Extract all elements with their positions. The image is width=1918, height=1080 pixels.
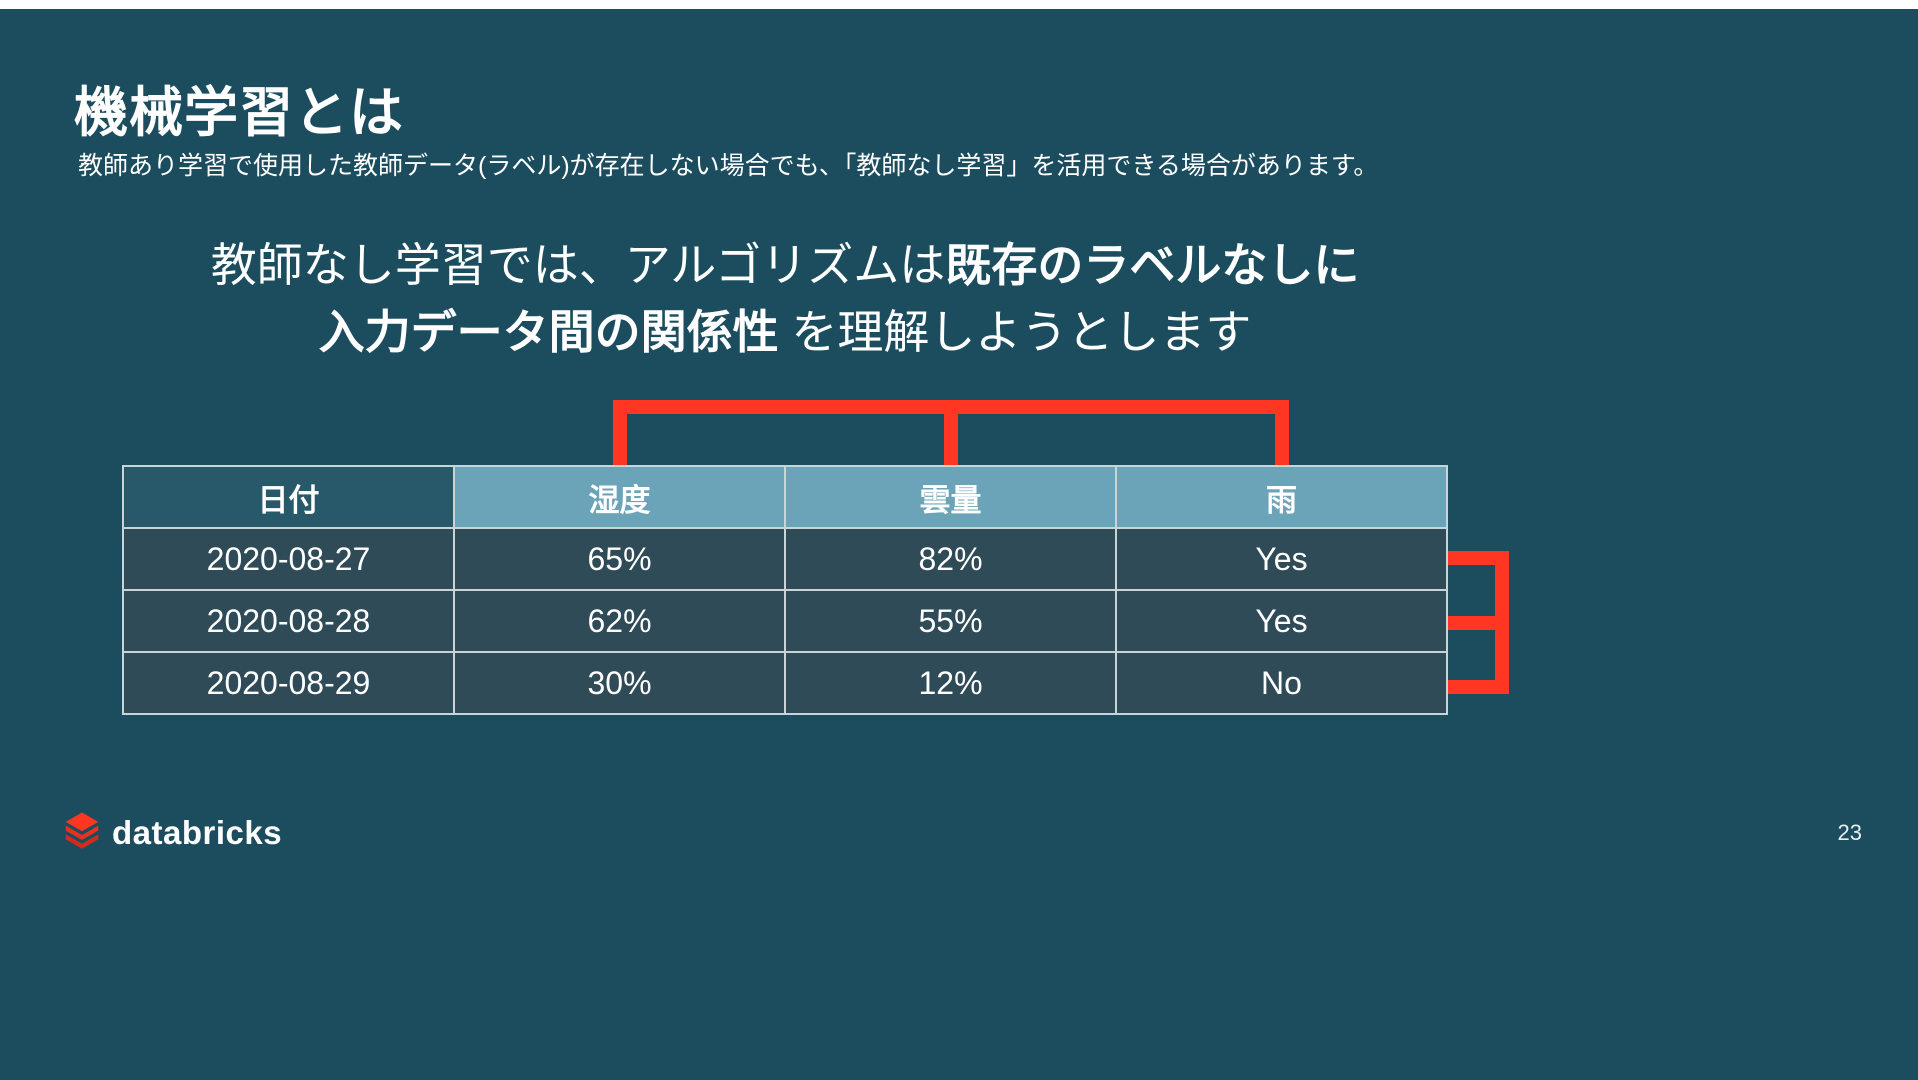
bracket-stub-row-3: [1447, 680, 1495, 694]
bracket-middle-leg: [944, 414, 958, 465]
page-number: 23: [1837, 820, 1862, 845]
weather-data-table: 日付 湿度 雲量 雨 2020-08-27 65% 82% Yes 2020-0…: [122, 465, 1448, 715]
cell-cloud: 12%: [784, 651, 1117, 715]
statement-line-2: 入力データ間の関係性 を理解しようとします: [122, 299, 1448, 366]
cell-humidity: 65%: [453, 527, 786, 591]
bracket-stub-row-2: [1447, 615, 1495, 630]
column-grouping-bracket: [613, 400, 1289, 465]
statement-line1-normal: 教師なし学習では、アルゴリズムは: [210, 239, 946, 291]
cell-cloud: 55%: [784, 589, 1117, 653]
header-humidity: 湿度: [453, 465, 786, 529]
slide-subtitle: 教師あり学習で使用した教師データ(ラベル)が存在しない場合でも、「教師なし学習」…: [78, 152, 1379, 180]
table-row: 2020-08-29 30% 12% No: [122, 651, 1448, 715]
statement-line1-bold: 既存のラベルなしに: [945, 239, 1360, 291]
cell-cloud: 82%: [784, 527, 1117, 591]
header-cloud: 雲量: [784, 465, 1117, 529]
header-rain: 雨: [1115, 465, 1448, 529]
databricks-logo: databricks: [62, 810, 282, 855]
databricks-logo-icon: [62, 810, 102, 855]
statement-line-1: 教師なし学習では、アルゴリズムは既存のラベルなしに: [122, 232, 1448, 299]
table-row: 2020-08-28 62% 55% Yes: [122, 589, 1448, 653]
row-grouping-bracket: [1447, 551, 1509, 694]
cell-rain: Yes: [1115, 527, 1448, 591]
cell-date: 2020-08-29: [122, 651, 455, 715]
slide-title: 機械学習とは: [74, 83, 404, 143]
cell-rain: Yes: [1115, 589, 1448, 653]
table-header-row: 日付 湿度 雲量 雨: [122, 465, 1448, 529]
cell-humidity: 30%: [453, 651, 786, 715]
statement-line2-normal: を理解しようとします: [778, 305, 1252, 358]
statement-line2-bold: 入力データ間の関係性: [318, 305, 779, 358]
cell-date: 2020-08-27: [122, 527, 455, 591]
cell-rain: No: [1115, 651, 1448, 715]
header-date: 日付: [122, 465, 455, 529]
statement-text: 教師なし学習では、アルゴリズムは既存のラベルなしに 入力データ間の関係性 を理解…: [122, 232, 1448, 365]
cell-date: 2020-08-28: [122, 589, 455, 653]
top-edge-strip: [0, 0, 1918, 9]
cell-humidity: 62%: [453, 589, 786, 653]
databricks-logo-text: databricks: [112, 813, 283, 851]
table-row: 2020-08-27 65% 82% Yes: [122, 527, 1448, 591]
bracket-stub-row-1: [1447, 551, 1495, 565]
